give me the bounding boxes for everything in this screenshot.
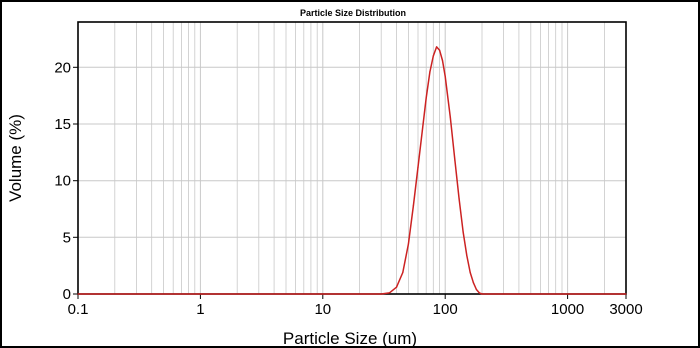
x-tick-label: 0.1 bbox=[68, 301, 89, 318]
data-point bbox=[407, 243, 409, 245]
data-point bbox=[469, 271, 471, 274]
x-axis-label: Particle Size (um) bbox=[283, 329, 417, 348]
data-point bbox=[436, 46, 438, 48]
x-tick-label: 1 bbox=[196, 301, 204, 318]
y-tick-label: 0 bbox=[63, 286, 71, 303]
series-line bbox=[78, 46, 626, 295]
data-point bbox=[388, 292, 390, 294]
data-point bbox=[441, 59, 444, 62]
data-point bbox=[432, 55, 434, 57]
x-tick-label: 10 bbox=[314, 301, 331, 318]
data-point bbox=[625, 293, 627, 295]
x-tick-label: 3000 bbox=[609, 301, 642, 318]
data-point bbox=[449, 116, 451, 118]
data-point bbox=[77, 293, 79, 295]
y-axis-label: Volume (%) bbox=[6, 114, 25, 202]
x-axis-ticks: 0.1 1 10 100 1000 3000 bbox=[68, 294, 643, 318]
data-point bbox=[425, 97, 427, 99]
data-point bbox=[412, 205, 414, 207]
y-axis-ticks: 0 5 10 15 20 bbox=[54, 59, 78, 303]
data-point bbox=[380, 293, 382, 295]
data-point bbox=[199, 293, 201, 295]
plot-area-border bbox=[77, 21, 627, 295]
grid bbox=[78, 22, 626, 294]
chart-title: Particle Size Distribution bbox=[300, 8, 406, 18]
y-tick-label: 20 bbox=[54, 59, 71, 76]
x-tick-label: 100 bbox=[433, 301, 458, 318]
data-point bbox=[478, 292, 480, 294]
data-point bbox=[481, 293, 483, 295]
data-point bbox=[475, 288, 477, 291]
data-point bbox=[429, 71, 431, 73]
y-tick-label: 5 bbox=[63, 229, 71, 246]
data-point bbox=[462, 231, 464, 233]
data-point bbox=[454, 159, 456, 161]
data-point bbox=[417, 166, 419, 168]
data-point bbox=[322, 293, 324, 295]
y-tick-label: 10 bbox=[54, 173, 71, 190]
data-point bbox=[444, 75, 446, 77]
data-point bbox=[402, 271, 404, 274]
data-point bbox=[503, 293, 505, 295]
data-point bbox=[458, 198, 460, 200]
data-point bbox=[395, 286, 398, 288]
y-tick-label: 15 bbox=[54, 116, 71, 133]
data-point bbox=[421, 130, 423, 132]
data-point bbox=[567, 293, 569, 295]
data-point bbox=[439, 49, 441, 51]
data-point bbox=[472, 282, 474, 284]
x-tick-label: 1000 bbox=[551, 301, 584, 318]
series-layer bbox=[77, 46, 627, 295]
data-point bbox=[466, 254, 468, 257]
